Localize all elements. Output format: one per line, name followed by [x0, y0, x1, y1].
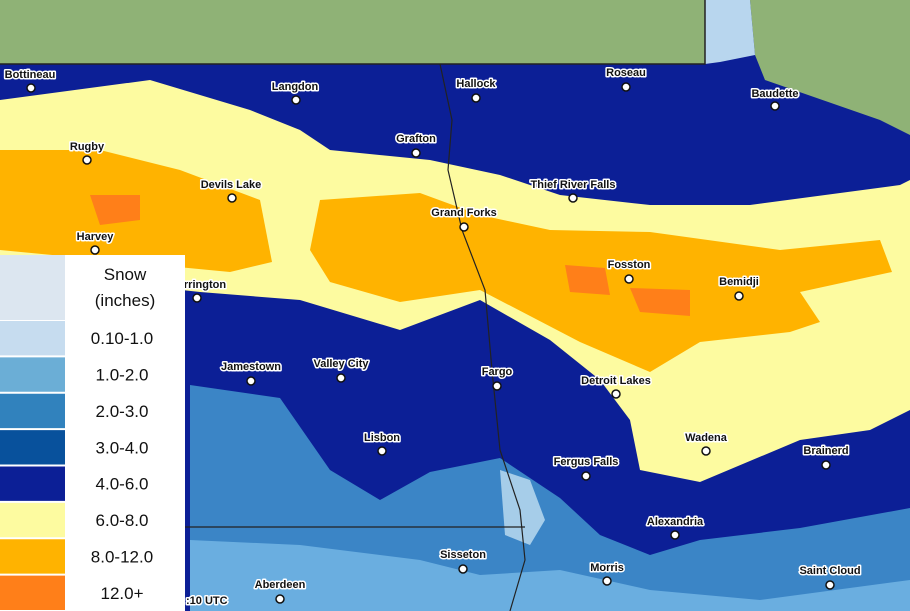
legend-label: 12.0+ — [100, 584, 143, 603]
legend-label: 4.0-6.0 — [96, 475, 149, 494]
legend-header-cell — [0, 255, 65, 320]
legend-swatch — [0, 393, 65, 429]
city-label: Fosston — [608, 259, 651, 271]
legend-swatch — [0, 321, 65, 356]
city-marker — [624, 274, 634, 284]
city-marker — [90, 245, 100, 255]
city-marker — [602, 576, 612, 586]
city-marker — [825, 580, 835, 590]
city-marker — [26, 83, 36, 93]
city-marker — [770, 101, 780, 111]
city-layer: Bottineau Langdon Hallock Roseau Baudette Rug… — [3, 66, 862, 604]
legend-swatch — [0, 430, 65, 465]
snow-area-12plus — [630, 288, 690, 316]
city-marker — [291, 95, 301, 105]
city-label: Alexandria — [647, 516, 704, 528]
city-label: Thief River Falls — [531, 179, 616, 191]
city-label: Saint Cloud — [799, 565, 860, 577]
legend-swatch — [0, 575, 65, 610]
legend-label: 0.10-1.0 — [91, 329, 153, 348]
city-label: Devils Lake — [201, 179, 262, 191]
city-label: Fargo — [482, 366, 513, 378]
state-border — [0, 0, 706, 65]
city-marker — [581, 471, 591, 481]
city-marker — [336, 373, 346, 383]
legend-label: 1.0-2.0 — [96, 366, 149, 385]
city-label: Harvey — [77, 231, 115, 243]
city-label: Wadena — [685, 432, 728, 444]
city-label: Bottineau — [5, 69, 56, 81]
city-marker — [275, 594, 285, 604]
city-marker — [192, 293, 202, 303]
city-marker — [82, 155, 92, 165]
legend-title: (inches) — [95, 291, 155, 310]
legend-swatch — [0, 539, 65, 574]
city-label: Sisseton — [440, 549, 486, 561]
city-marker — [821, 460, 831, 470]
city-marker — [458, 564, 468, 574]
city-label: Fergus Falls — [554, 456, 619, 468]
city-marker — [459, 222, 469, 232]
city-marker — [227, 193, 237, 203]
city-label: rrington — [184, 279, 226, 291]
snow-area-lightest — [500, 470, 545, 545]
canada-land — [0, 0, 705, 64]
legend-swatch — [0, 502, 65, 538]
city-label: Morris — [590, 562, 624, 574]
city-label: Bemidji — [719, 276, 759, 288]
snow-area-12plus — [90, 195, 140, 225]
city-label: Grand Forks — [431, 207, 496, 219]
city-marker — [377, 446, 387, 456]
city-marker — [246, 376, 256, 386]
legend-label: 2.0-3.0 — [96, 402, 149, 421]
city-label: Baudette — [751, 88, 798, 100]
city-marker — [734, 291, 744, 301]
city-marker — [471, 93, 481, 103]
legend-swatch — [0, 466, 65, 501]
city-label: Aberdeen — [255, 579, 306, 591]
legend-label: 3.0-4.0 — [96, 438, 149, 457]
city-label: Rugby — [70, 141, 105, 153]
timestamp: :10 UTC — [186, 595, 228, 607]
legend-label: 6.0-8.0 — [96, 511, 149, 530]
city-marker — [568, 193, 578, 203]
city-label: Valley City — [313, 358, 369, 370]
legend-label: 8.0-12.0 — [91, 547, 153, 566]
city-marker — [411, 148, 421, 158]
city-label: Brainerd — [803, 445, 848, 457]
city-marker — [670, 530, 680, 540]
canada-land — [750, 0, 910, 135]
legend-title: Snow — [104, 265, 147, 284]
legend: Snow (inches) 0.10-1.0 1.0-2.0 2.0-3.0 3.0-… — [0, 255, 185, 611]
city-label: Grafton — [396, 133, 436, 145]
legend-swatch — [0, 357, 65, 392]
city-label: Langdon — [272, 81, 319, 93]
city-label: Jamestown — [221, 361, 281, 373]
city-marker — [492, 381, 502, 391]
snow-area-light — [190, 540, 910, 611]
city-label: Roseau — [606, 67, 646, 79]
snow-area-12plus — [565, 265, 610, 295]
city-label: Lisbon — [364, 432, 400, 444]
state-border — [439, 63, 526, 611]
city-marker — [701, 446, 711, 456]
city-label: Hallock — [456, 78, 496, 90]
city-marker — [621, 82, 631, 92]
city-marker — [611, 389, 621, 399]
lake-of-the-woods — [705, 0, 755, 64]
city-label: Detroit Lakes — [581, 375, 651, 387]
